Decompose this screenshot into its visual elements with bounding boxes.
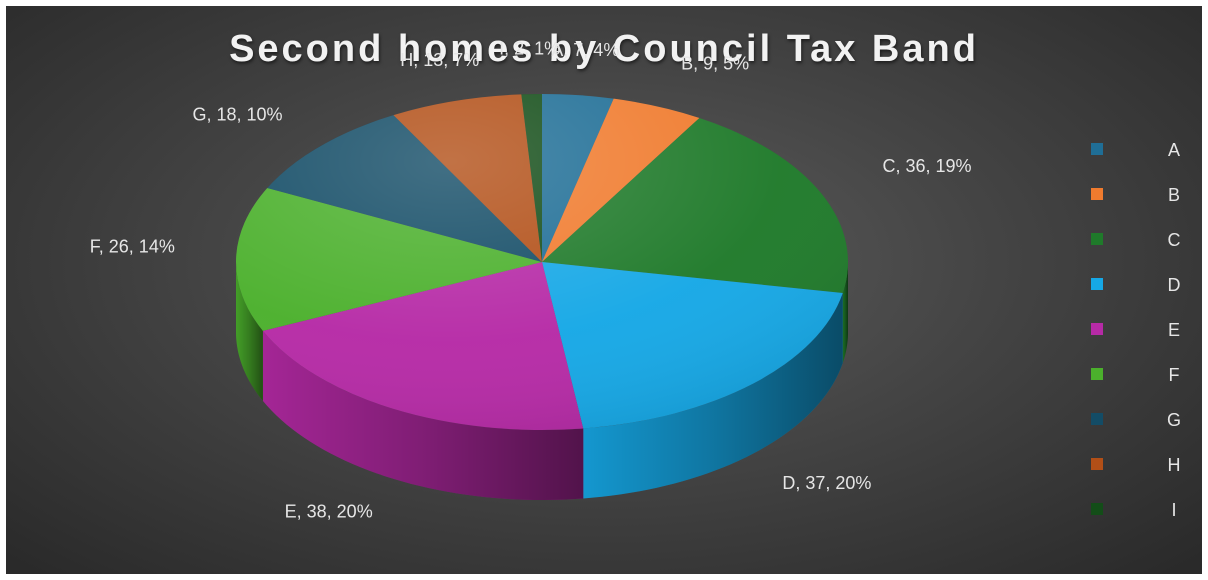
data-label-G: G, 18, 10% — [192, 105, 282, 125]
legend-label-H: H — [1168, 455, 1181, 475]
data-label-C: C, 36, 19% — [883, 156, 972, 176]
legend-label-E: E — [1168, 320, 1180, 340]
pie-depth — [236, 262, 848, 500]
data-label-F: F, 26, 14% — [90, 237, 175, 257]
legend-swatch-F — [1091, 368, 1103, 380]
pie-side-shade-F — [236, 262, 263, 401]
legend-label-G: G — [1167, 410, 1181, 430]
pie-side-shade-C — [842, 262, 848, 364]
data-label-H: H, 13, 7% — [400, 50, 479, 70]
pie-side-shade-D — [583, 293, 843, 499]
data-label-B: B, 9, 5% — [681, 53, 749, 73]
data-label-I: I, 2, 1% — [499, 39, 560, 59]
legend-label-B: B — [1168, 185, 1180, 205]
data-labels: A, 7, 4% B, 9, 5% C, 36, 19% D, 37, 20% E, 3… — [90, 39, 972, 522]
legend-swatch-E — [1091, 323, 1103, 335]
data-label-D: D, 37, 20% — [782, 473, 871, 493]
pie-side-shade-E — [262, 330, 584, 500]
chart-title: Second homes by Council Tax Band — [229, 28, 979, 70]
legend-label-A: A — [1168, 140, 1180, 160]
legend-swatch-H — [1091, 458, 1103, 470]
data-label-E: E, 38, 20% — [285, 501, 373, 521]
legend-swatch-C — [1091, 233, 1103, 245]
legend-label-F: F — [1169, 365, 1180, 385]
legend-label-I: I — [1171, 500, 1176, 520]
legend-label-C: C — [1168, 230, 1181, 250]
legend-swatch-G — [1091, 413, 1103, 425]
legend-swatch-D — [1091, 278, 1103, 290]
pie-top — [236, 94, 848, 430]
legend-swatch-B — [1091, 188, 1103, 200]
legend: A B C D E F G H I — [1091, 140, 1181, 520]
pie-shine — [236, 94, 848, 430]
legend-swatch-A — [1091, 143, 1103, 155]
data-label-A: A, 7, 4% — [551, 40, 619, 60]
legend-label-D: D — [1168, 275, 1181, 295]
legend-swatch-I — [1091, 503, 1103, 515]
